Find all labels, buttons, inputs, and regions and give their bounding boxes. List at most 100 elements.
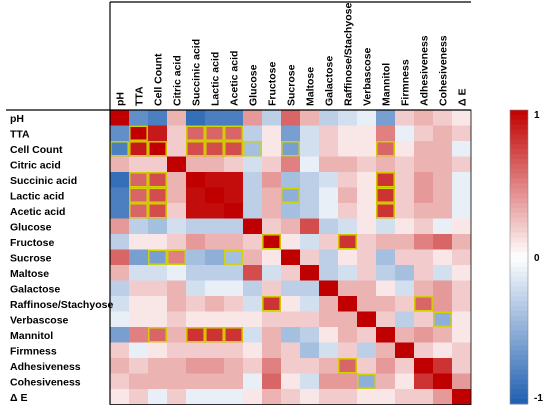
colorbar-segment <box>510 369 528 375</box>
heatmap-cell <box>224 218 244 235</box>
heatmap-cell <box>300 203 320 219</box>
row-label: Verbascose <box>10 314 69 326</box>
heatmap-cell <box>262 296 282 312</box>
colorbar-segment <box>510 252 528 258</box>
heatmap-cell <box>224 327 244 343</box>
heatmap-cell <box>433 342 453 359</box>
heatmap-cell <box>205 249 225 266</box>
heatmap-cell <box>319 125 339 142</box>
heatmap-cell <box>186 311 206 328</box>
heatmap-cell <box>433 156 453 173</box>
heatmap-cell <box>319 172 339 188</box>
heatmap-cell <box>224 187 244 204</box>
heatmap-cell <box>395 218 415 235</box>
heatmap-cell <box>129 280 149 297</box>
colorbar-segment <box>510 114 528 121</box>
heatmap-cell <box>319 342 339 359</box>
colorbar-segment <box>510 330 528 336</box>
heatmap-cell <box>338 141 358 157</box>
heatmap-cell <box>414 327 434 343</box>
colorbar-segment <box>510 173 528 179</box>
row-label: Adhesiveness <box>10 361 81 373</box>
heatmap-cell <box>414 265 434 281</box>
heatmap-cell <box>395 280 415 297</box>
heatmap-cell <box>376 265 396 281</box>
heatmap-cell <box>433 187 453 204</box>
heatmap-cell <box>110 311 130 328</box>
heatmap-cell <box>452 280 472 297</box>
heatmap-cell <box>319 141 339 157</box>
heatmap-cell <box>167 358 187 374</box>
heatmap-cell <box>376 218 396 235</box>
heatmap-cell <box>357 203 377 219</box>
heatmap-cell <box>148 358 168 374</box>
heatmap-cell <box>167 296 187 312</box>
heatmap-cell <box>148 342 168 359</box>
heatmap-cell <box>110 389 130 405</box>
significance-highlight <box>224 249 243 265</box>
heatmap-cell <box>205 373 225 390</box>
heatmap-cell <box>376 234 396 250</box>
heatmap-cell <box>452 125 472 142</box>
colorbar-segment <box>510 320 528 326</box>
column-label: TTA <box>134 86 146 106</box>
heatmap-cell <box>205 296 225 312</box>
heatmap-cell <box>300 218 320 235</box>
heatmap-cell <box>414 141 434 157</box>
heatmap-cell <box>300 172 320 188</box>
heatmap-cell <box>452 265 472 281</box>
significance-highlight <box>262 234 281 250</box>
heatmap-cell <box>243 156 263 173</box>
heatmap-cell <box>395 203 415 219</box>
heatmap-cell <box>357 373 377 390</box>
heatmap-cell <box>433 358 453 374</box>
heatmap-cell <box>395 342 415 359</box>
heatmap-cell <box>205 311 225 328</box>
significance-highlight <box>129 125 148 141</box>
heatmap-cell <box>395 249 415 266</box>
significance-highlight <box>376 172 395 188</box>
colorbar-segment <box>510 389 528 395</box>
heatmap-cell <box>224 265 244 281</box>
heatmap-cell <box>414 172 434 188</box>
heatmap-cell <box>186 110 206 126</box>
heatmap-cell <box>281 125 301 142</box>
heatmap-cell <box>148 280 168 297</box>
colorbar-segment <box>510 355 528 361</box>
colorbar-segment <box>510 325 528 331</box>
heatmap-cell <box>452 342 472 359</box>
heatmap-cell <box>129 187 149 204</box>
heatmap-cell <box>300 389 320 405</box>
heatmap-cell <box>224 125 244 142</box>
heatmap-cell <box>110 358 130 374</box>
significance-highlight <box>224 327 243 343</box>
heatmap-cell <box>433 373 453 390</box>
colorbar-segment <box>510 345 528 351</box>
heatmap-cell <box>281 141 301 157</box>
heatmap-cell <box>167 280 187 297</box>
heatmap-cell <box>414 373 434 390</box>
heatmap-cell <box>433 311 453 328</box>
heatmap-cell <box>357 358 377 374</box>
heatmap-cell <box>319 203 339 219</box>
heatmap-cell <box>338 249 358 266</box>
heatmap-cell <box>110 296 130 312</box>
heatmap-cell <box>243 373 263 390</box>
heatmap-cell <box>357 110 377 126</box>
heatmap-cell <box>338 125 358 142</box>
colorbar-segment <box>510 208 528 214</box>
heatmap-cell <box>338 187 358 204</box>
heatmap-cell <box>186 156 206 173</box>
heatmap-cell <box>376 373 396 390</box>
colorbar-tick-label: -1 <box>534 393 543 404</box>
row-label: Citric acid <box>10 159 61 171</box>
heatmap-cell <box>148 218 168 235</box>
row-label: Cohesiveness <box>10 376 81 388</box>
column-label: Cell Count <box>153 53 165 106</box>
significance-highlight <box>414 296 433 312</box>
heatmap-cell <box>395 265 415 281</box>
heatmap-cell <box>243 342 263 359</box>
column-label: Raffinose/Stachyose <box>343 3 355 106</box>
heatmap-cell <box>205 156 225 173</box>
heatmap-cell <box>357 187 377 204</box>
